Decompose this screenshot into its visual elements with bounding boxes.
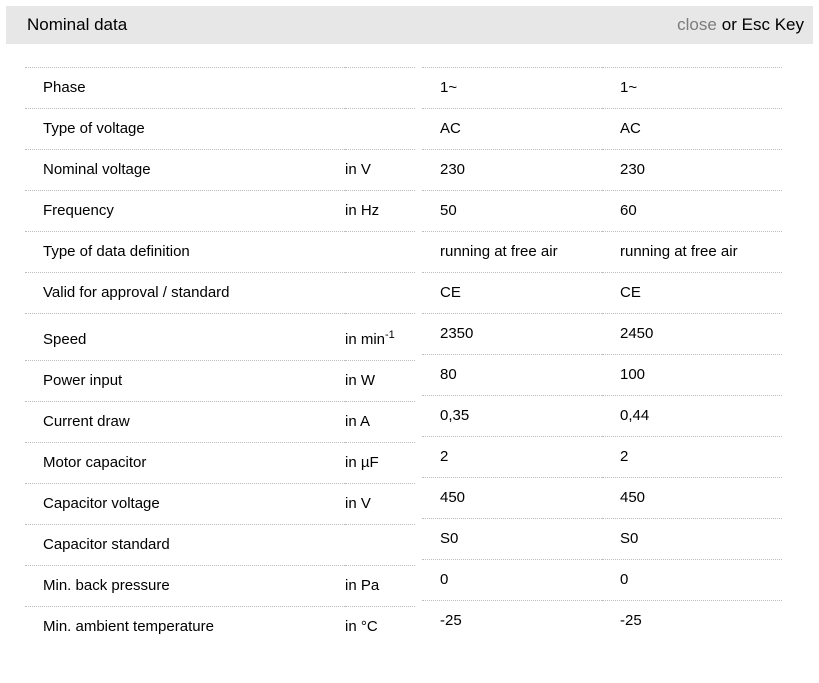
- parameter-unit: in Pa: [345, 565, 415, 607]
- value-cell: S0: [422, 518, 602, 560]
- table-row: Motor capacitor in µF: [25, 442, 415, 484]
- value-cell: 80: [422, 354, 602, 396]
- parameter-unit: [345, 108, 415, 150]
- values-table: 1~ 1~ AC AC 230 230 50 60 running at fre…: [422, 67, 782, 641]
- value-cell: 100: [602, 354, 782, 396]
- nominal-data-content: Phase Type of voltage Nominal voltage in…: [25, 67, 819, 647]
- value-cell: 2450: [602, 313, 782, 355]
- table-row: 0 0: [422, 559, 782, 601]
- value-cell: -25: [422, 600, 602, 641]
- parameter-label: Min. ambient temperature: [25, 606, 345, 647]
- table-row: 2 2: [422, 436, 782, 478]
- parameter-unit: in V: [345, 149, 415, 191]
- table-row: S0 S0: [422, 518, 782, 560]
- parameter-table: Phase Type of voltage Nominal voltage in…: [25, 67, 415, 647]
- value-cell: 0,44: [602, 395, 782, 437]
- value-cell: AC: [422, 108, 602, 150]
- parameter-unit: in °C: [345, 606, 415, 647]
- value-cell: running at free air: [422, 231, 602, 273]
- value-cell: 230: [602, 149, 782, 191]
- table-row: 50 60: [422, 190, 782, 232]
- value-cell: 0,35: [422, 395, 602, 437]
- parameter-label: Phase: [25, 67, 345, 109]
- value-cell: running at free air: [602, 231, 782, 273]
- table-row: CE CE: [422, 272, 782, 314]
- table-row: Min. back pressure in Pa: [25, 565, 415, 607]
- table-row: 0,35 0,44: [422, 395, 782, 437]
- table-row: Nominal voltage in V: [25, 149, 415, 191]
- unit-text: in min: [345, 331, 386, 348]
- value-cell: AC: [602, 108, 782, 150]
- value-cell: 60: [602, 190, 782, 232]
- parameter-label: Capacitor voltage: [25, 483, 345, 525]
- table-row: Valid for approval / standard: [25, 272, 415, 314]
- value-cell: CE: [602, 272, 782, 314]
- parameter-label: Capacitor standard: [25, 524, 345, 566]
- parameter-label: Type of voltage: [25, 108, 345, 150]
- value-cell: 0: [602, 559, 782, 601]
- table-row: 1~ 1~: [422, 67, 782, 109]
- parameter-label: Type of data definition: [25, 231, 345, 273]
- parameter-label: Min. back pressure: [25, 565, 345, 607]
- modal-title: Nominal data: [27, 15, 128, 34]
- table-row: running at free air running at free air: [422, 231, 782, 273]
- parameter-unit: [345, 231, 415, 273]
- parameter-unit: [345, 524, 415, 566]
- table-row: Power input in W: [25, 360, 415, 402]
- parameter-unit: in A: [345, 401, 415, 443]
- parameter-unit: in min-1: [345, 313, 415, 361]
- value-cell: CE: [422, 272, 602, 314]
- parameter-label: Power input: [25, 360, 345, 402]
- close-button[interactable]: close: [677, 15, 717, 34]
- value-cell: 2350: [422, 313, 602, 355]
- parameter-label: Motor capacitor: [25, 442, 345, 484]
- table-row: Current draw in A: [25, 401, 415, 443]
- table-row: Phase: [25, 67, 415, 109]
- parameter-label: Current draw: [25, 401, 345, 443]
- table-row: 2350 2450: [422, 313, 782, 355]
- table-row: Capacitor voltage in V: [25, 483, 415, 525]
- parameter-label: Speed: [25, 313, 345, 361]
- table-row: AC AC: [422, 108, 782, 150]
- table-row: -25 -25: [422, 600, 782, 641]
- value-cell: 450: [602, 477, 782, 519]
- parameter-unit: in Hz: [345, 190, 415, 232]
- value-cell: 450: [422, 477, 602, 519]
- value-cell: -25: [602, 600, 782, 641]
- value-cell: 1~: [602, 67, 782, 109]
- value-cell: 230: [422, 149, 602, 191]
- table-row: 450 450: [422, 477, 782, 519]
- table-row: Type of voltage: [25, 108, 415, 150]
- parameter-unit: in W: [345, 360, 415, 402]
- value-cell: 2: [602, 436, 782, 478]
- modal-header: Nominal data close or Esc Key: [6, 6, 813, 44]
- value-cell: 50: [422, 190, 602, 232]
- unit-superscript: -1: [385, 329, 395, 341]
- parameter-label: Frequency: [25, 190, 345, 232]
- table-row: 80 100: [422, 354, 782, 396]
- table-row: Speed in min-1: [25, 313, 415, 361]
- parameter-label: Valid for approval / standard: [25, 272, 345, 314]
- value-cell: S0: [602, 518, 782, 560]
- parameter-unit: [345, 272, 415, 314]
- parameter-unit: [345, 67, 415, 109]
- esc-key-hint: or Esc Key: [721, 15, 804, 34]
- value-cell: 2: [422, 436, 602, 478]
- table-row: 230 230: [422, 149, 782, 191]
- table-row: Frequency in Hz: [25, 190, 415, 232]
- modal-close-area: close or Esc Key: [677, 15, 804, 35]
- value-cell: 1~: [422, 67, 602, 109]
- table-row: Capacitor standard: [25, 524, 415, 566]
- parameter-unit: in µF: [345, 442, 415, 484]
- value-cell: 0: [422, 559, 602, 601]
- parameter-unit: in V: [345, 483, 415, 525]
- table-row: Min. ambient temperature in °C: [25, 606, 415, 647]
- table-row: Type of data definition: [25, 231, 415, 273]
- parameter-label: Nominal voltage: [25, 149, 345, 191]
